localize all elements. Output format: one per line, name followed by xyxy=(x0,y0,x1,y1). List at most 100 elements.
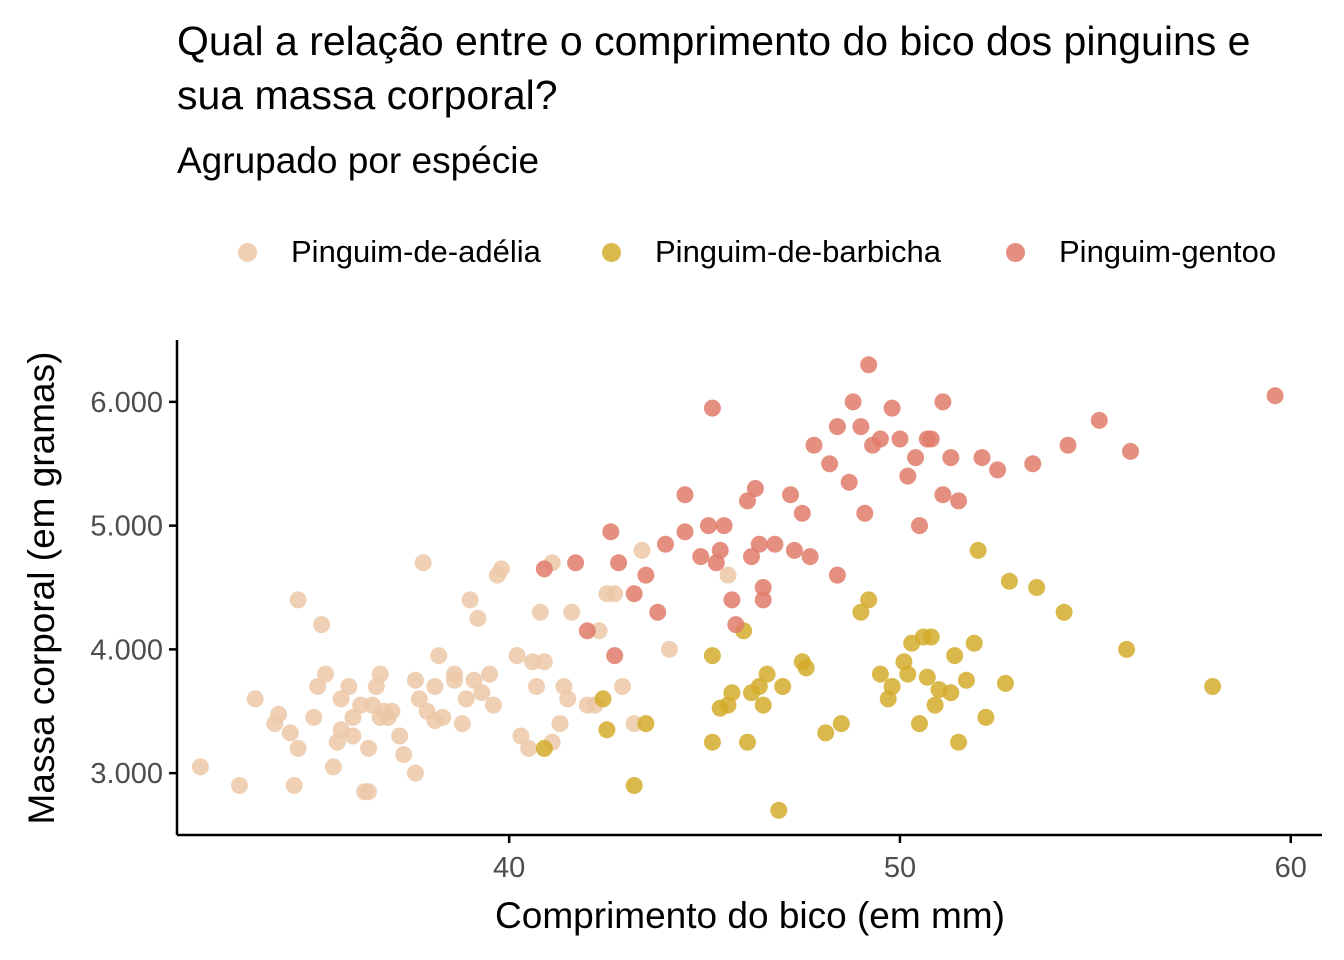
point-gentoo-48 xyxy=(1059,436,1077,454)
point-barbicha-33 xyxy=(922,628,940,646)
point-adelia-75 xyxy=(660,640,678,658)
point-adelia-20 xyxy=(352,696,370,714)
point-gentoo-37 xyxy=(891,430,909,448)
point-gentoo-35 xyxy=(871,430,889,448)
point-adelia-8 xyxy=(289,739,307,757)
point-gentoo-16 xyxy=(715,517,733,535)
point-adelia-58 xyxy=(528,678,545,695)
point-barbicha-14 xyxy=(754,696,772,714)
point-adelia-30 xyxy=(383,702,401,720)
point-adelia-10 xyxy=(309,678,327,695)
point-adelia-33 xyxy=(406,764,424,782)
point-adelia-35 xyxy=(410,690,428,708)
point-gentoo-38 xyxy=(899,467,917,485)
point-barbicha-32 xyxy=(918,668,936,686)
x-axis-title: Comprimento do bico (em mm) xyxy=(495,895,1005,936)
point-gentoo-51 xyxy=(1266,387,1284,405)
point-barbicha-13 xyxy=(750,678,768,695)
y-tick-label-3: 6.000 xyxy=(90,387,163,419)
point-adelia-4 xyxy=(270,705,288,723)
point-gentoo-45 xyxy=(973,449,991,467)
chart-subtitle: Agrupado por espécie xyxy=(177,140,540,181)
point-barbicha-21 xyxy=(832,715,850,733)
point-adelia-43 xyxy=(446,671,463,689)
point-gentoo-19 xyxy=(739,492,756,510)
point-adelia-5 xyxy=(281,724,299,742)
legend-label-gentoo: Pinguim-gentoo xyxy=(1059,234,1277,269)
point-gentoo-57 xyxy=(805,436,823,454)
point-adelia-63 xyxy=(551,715,569,733)
point-barbicha-22 xyxy=(852,603,870,621)
point-barbicha-48 xyxy=(1204,678,1222,695)
point-barbicha-44 xyxy=(1000,572,1018,590)
point-adelia-36 xyxy=(414,554,432,572)
x-tick-label-2: 60 xyxy=(1275,852,1307,884)
point-adelia-40 xyxy=(430,647,448,665)
point-adelia-54 xyxy=(508,647,526,665)
point-barbicha-16 xyxy=(770,801,788,819)
point-gentoo-6 xyxy=(625,585,643,603)
point-gentoo-2 xyxy=(578,622,596,640)
point-adelia-50 xyxy=(481,665,499,683)
point-gentoo-3 xyxy=(602,523,620,541)
point-gentoo-24 xyxy=(766,535,784,553)
legend-item-barbicha: Pinguim-de-barbicha xyxy=(602,228,941,276)
point-adelia-72 xyxy=(614,678,631,695)
point-adelia-34 xyxy=(406,671,424,689)
point-adelia-59 xyxy=(531,603,549,621)
point-barbicha-45 xyxy=(1028,579,1046,596)
point-barbicha-11 xyxy=(739,733,756,751)
point-barbicha-5 xyxy=(703,647,721,665)
point-adelia-31 xyxy=(391,727,409,745)
point-adelia-55 xyxy=(512,727,530,745)
point-gentoo-9 xyxy=(657,535,674,553)
point-adelia-9 xyxy=(305,708,323,726)
point-barbicha-34 xyxy=(926,696,944,714)
point-gentoo-52 xyxy=(860,356,878,374)
point-gentoo-17 xyxy=(723,591,741,609)
point-adelia-57 xyxy=(524,653,542,671)
point-adelia-47 xyxy=(465,671,483,689)
point-barbicha-38 xyxy=(950,733,968,751)
axes-layer: 40 50 60 3.000 4.000 5.000 6.000 xyxy=(90,340,1322,884)
point-gentoo-8 xyxy=(649,603,667,621)
point-adelia-53 xyxy=(492,560,510,578)
point-adelia-65 xyxy=(559,690,577,708)
point-gentoo-56 xyxy=(754,591,772,609)
legend-swatch-adelia xyxy=(238,242,257,262)
y-axis-title: Massa corporal (em gramas) xyxy=(21,352,62,825)
points-layer xyxy=(191,356,1284,819)
point-barbicha-39 xyxy=(957,671,975,689)
point-adelia-17 xyxy=(340,678,358,695)
legend: Pinguim-de-adélia Pinguim-de-barbicha Pi… xyxy=(0,228,1344,276)
point-adelia-18 xyxy=(344,727,362,745)
point-barbicha-26 xyxy=(883,678,901,695)
point-gentoo-21 xyxy=(746,480,764,497)
point-barbicha-30 xyxy=(911,715,928,733)
point-adelia-7 xyxy=(289,591,307,609)
point-barbicha-28 xyxy=(899,665,917,683)
point-adelia-0 xyxy=(191,758,209,776)
point-gentoo-58 xyxy=(828,418,846,436)
legend-label-barbicha: Pinguim-de-barbicha xyxy=(655,234,942,269)
y-tick-label-2: 5.000 xyxy=(90,511,163,543)
point-gentoo-20 xyxy=(743,548,760,566)
point-gentoo-23 xyxy=(754,579,772,596)
legend-item-gentoo: Pinguim-gentoo xyxy=(1006,228,1276,276)
point-gentoo-59 xyxy=(922,430,940,448)
point-gentoo-11 xyxy=(692,548,710,566)
point-gentoo-4 xyxy=(606,647,624,665)
point-gentoo-18 xyxy=(727,616,745,634)
point-barbicha-6 xyxy=(703,733,721,751)
point-adelia-49 xyxy=(473,684,491,702)
y-tick-label-0: 3.000 xyxy=(90,758,163,790)
point-adelia-76 xyxy=(719,566,737,584)
point-adelia-23 xyxy=(360,783,377,801)
point-gentoo-25 xyxy=(782,486,799,504)
point-gentoo-28 xyxy=(801,548,819,566)
point-barbicha-1 xyxy=(594,690,612,708)
point-gentoo-26 xyxy=(785,541,803,559)
point-adelia-74 xyxy=(633,541,651,559)
point-adelia-44 xyxy=(453,715,471,733)
